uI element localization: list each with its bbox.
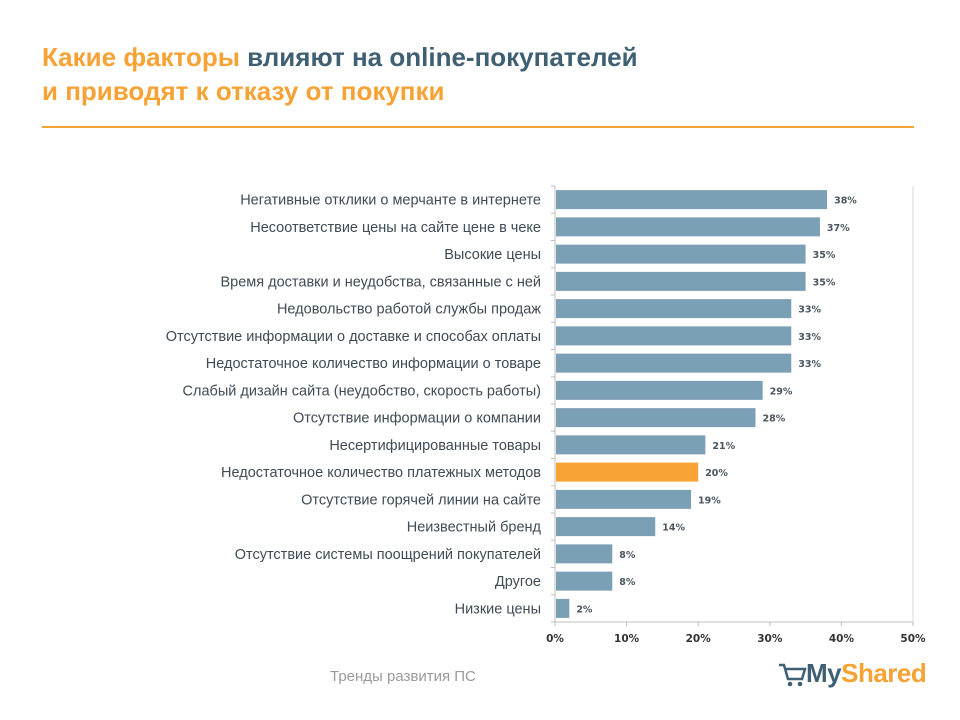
value-label: 8% <box>619 577 636 588</box>
bar <box>556 571 613 591</box>
bar <box>556 435 706 455</box>
category-label: Отсутствие информации о компании <box>293 411 541 427</box>
bar <box>556 271 806 291</box>
bar <box>556 517 656 537</box>
category-label: Другое <box>495 574 541 590</box>
bar <box>556 489 692 509</box>
value-label: 2% <box>576 604 593 615</box>
value-label: 19% <box>698 495 721 506</box>
logo-wordmark: MyShared <box>806 658 927 689</box>
title-divider <box>42 126 914 128</box>
category-label: Недостаточное количество информации о то… <box>206 356 541 372</box>
value-label: 8% <box>619 550 636 561</box>
bar <box>556 462 699 482</box>
category-label: Негативные отклики о мерчанте в интернет… <box>240 193 541 209</box>
x-tick-label: 50% <box>900 633 926 645</box>
bar <box>556 544 613 564</box>
category-label: Отсутствие информации о доставке и спосо… <box>166 329 541 345</box>
bar <box>556 353 792 373</box>
category-label: Отсутствие горячей линии на сайте <box>301 492 541 508</box>
x-tick-label: 40% <box>829 633 855 645</box>
page-title: Какие факторы влияют на online-покупател… <box>42 40 922 108</box>
bar <box>556 326 792 346</box>
logo-part2: Shared <box>841 658 927 688</box>
bar <box>556 408 756 428</box>
value-label: 37% <box>827 223 850 234</box>
value-label: 33% <box>798 305 821 316</box>
bar <box>556 190 828 210</box>
category-label: Высокие цены <box>444 247 541 263</box>
value-label: 38% <box>834 196 857 207</box>
category-label: Недовольство работой службы продаж <box>277 302 541 318</box>
category-label: Недостаточное количество платежных метод… <box>221 465 541 481</box>
category-label: Низкие цены <box>455 601 541 617</box>
bar <box>556 598 570 618</box>
title-highlight: Какие факторы <box>42 42 240 72</box>
title-rest: влияют на online-покупателей <box>239 42 638 72</box>
title-line2: и приводят к отказу от покупки <box>42 76 445 106</box>
value-label: 20% <box>705 468 728 479</box>
value-label: 21% <box>712 441 735 452</box>
bar <box>556 380 763 400</box>
bar <box>556 299 792 319</box>
category-label: Неизвестный бренд <box>407 520 542 536</box>
x-tick-label: 0% <box>546 633 564 645</box>
footer-text: Тренды развития ПС <box>330 668 476 685</box>
logo-part1: My <box>806 658 842 688</box>
x-tick-label: 30% <box>757 633 783 645</box>
cart-icon <box>779 663 807 687</box>
logo: MyShared <box>778 656 928 692</box>
value-label: 14% <box>662 523 685 534</box>
category-label: Несертифицированные товары <box>329 438 541 454</box>
category-label: Несоответствие цены на сайте цене в чеке <box>250 220 541 236</box>
x-tick-label: 20% <box>686 633 712 645</box>
bar <box>556 217 820 237</box>
value-label: 33% <box>798 359 821 370</box>
value-label: 35% <box>813 250 836 261</box>
category-label: Отсутствие системы поощрений покупателей <box>235 547 541 563</box>
value-label: 33% <box>798 332 821 343</box>
x-tick-label: 10% <box>614 633 640 645</box>
bar <box>556 244 806 264</box>
category-label: Время доставки и неудобства, связанные с… <box>220 274 541 290</box>
value-label: 35% <box>813 277 836 288</box>
value-label: 29% <box>770 386 793 397</box>
category-label: Слабый дизайн сайта (неудобство, скорост… <box>183 383 541 399</box>
value-label: 28% <box>762 414 785 425</box>
